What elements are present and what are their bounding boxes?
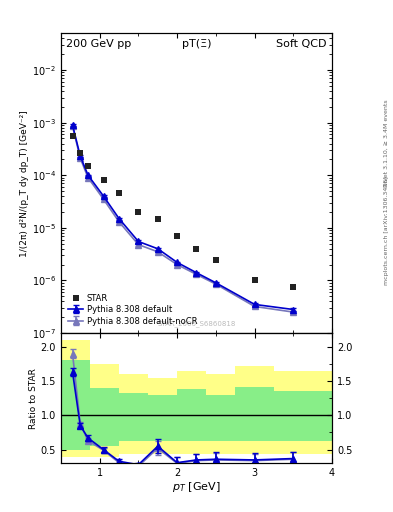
STAR [136,209,141,215]
STAR [291,284,296,290]
STAR [78,150,83,156]
Text: 200 GeV pp: 200 GeV pp [66,39,132,49]
Text: mcplots.cern.ch [arXiv:1306.3436]: mcplots.cern.ch [arXiv:1306.3436] [384,176,389,285]
Line: STAR: STAR [69,133,297,290]
STAR [175,233,180,239]
Y-axis label: Ratio to STAR: Ratio to STAR [29,368,38,429]
STAR [194,246,199,252]
STAR [252,278,257,284]
STAR [101,177,106,183]
Text: STAR_2006_S6860818: STAR_2006_S6860818 [157,321,236,327]
STAR [70,133,75,139]
STAR [213,257,218,263]
Text: Rivet 3.1.10, ≥ 3.4M events: Rivet 3.1.10, ≥ 3.4M events [384,99,389,187]
STAR [86,163,90,169]
Legend: STAR, Pythia 8.308 default, Pythia 8.308 default-noCR: STAR, Pythia 8.308 default, Pythia 8.308… [65,290,200,329]
STAR [117,190,121,197]
Y-axis label: 1/(2π) d²N/(p_T dy dp_T) [GeV⁻²]: 1/(2π) d²N/(p_T dy dp_T) [GeV⁻²] [20,110,29,257]
Text: pT(Ξ): pT(Ξ) [182,39,211,49]
Text: Soft QCD: Soft QCD [276,39,327,49]
STAR [155,216,160,222]
X-axis label: $\mathit{p}_T$ [GeV]: $\mathit{p}_T$ [GeV] [172,480,221,494]
